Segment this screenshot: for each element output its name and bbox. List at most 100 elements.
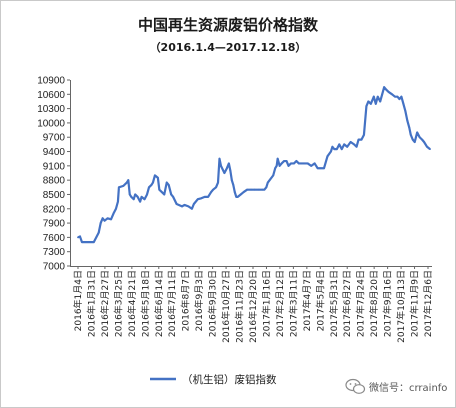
data-point	[333, 148, 336, 151]
data-point	[170, 193, 173, 196]
x-tick-label: 2017年4月7日	[301, 270, 313, 331]
x-tick-label: 2017年5月31日	[328, 270, 340, 337]
data-point	[196, 198, 199, 201]
data-point	[283, 160, 285, 162]
data-point	[163, 193, 166, 196]
data-point	[210, 191, 213, 193]
data-point	[316, 167, 319, 170]
data-point	[122, 184, 125, 187]
x-tick-label: 2017年1月16日	[260, 270, 272, 337]
data-point	[103, 219, 106, 222]
y-axis-ticks: 7000 7300 7600 7900 8200 8500 8800 9100 9400 9700…	[37, 76, 70, 273]
data-point	[278, 164, 281, 167]
data-point	[263, 188, 266, 191]
x-tick-label: 2017年12月6日	[422, 270, 434, 337]
y-tick-label: 10900	[37, 76, 65, 87]
data-point	[136, 195, 139, 198]
data-point	[404, 110, 407, 112]
data-point	[200, 197, 203, 200]
data-point	[220, 164, 222, 167]
data-point	[132, 198, 135, 201]
series-layer	[77, 86, 431, 244]
data-point	[400, 95, 403, 98]
data-point	[154, 174, 156, 177]
y-tick-label: 10000	[37, 118, 65, 129]
data-point	[148, 186, 150, 189]
y-tick-label: 9400	[43, 147, 66, 158]
data-point	[217, 181, 219, 184]
x-tick-label: 2016年9月3日	[193, 270, 205, 331]
data-point	[275, 164, 278, 167]
x-tick-label: 2017年6月27日	[341, 270, 353, 337]
y-tick-label: 10600	[37, 90, 65, 101]
data-point	[365, 105, 368, 108]
x-tick-label: 2017年7月24日	[355, 270, 367, 337]
data-point	[203, 195, 206, 198]
data-point	[101, 217, 104, 220]
data-point	[261, 188, 264, 191]
wechat-icon	[345, 378, 366, 394]
data-point	[106, 217, 109, 220]
x-tick-label: 2017年9月16日	[382, 270, 394, 337]
data-point	[190, 207, 193, 210]
y-tick-label: 8800	[43, 176, 66, 187]
data-point	[391, 93, 393, 96]
data-point	[295, 160, 298, 162]
x-tick-label: 2017年8月20日	[368, 270, 380, 337]
data-point	[306, 162, 309, 165]
legend-label: （机生铝）废铝指数	[182, 373, 277, 386]
data-point	[349, 141, 352, 143]
x-tick-label: 2016年7月11日	[166, 270, 178, 337]
x-tick-label: 2017年3月11日	[287, 270, 299, 337]
data-point	[402, 102, 405, 105]
data-point	[230, 179, 233, 182]
data-point	[235, 195, 238, 198]
data-point	[265, 186, 268, 189]
data-point	[394, 95, 396, 98]
data-point	[146, 193, 148, 196]
data-point	[207, 195, 210, 198]
data-point	[127, 179, 130, 182]
data-point	[167, 184, 170, 186]
data-point	[285, 160, 288, 162]
data-point	[416, 131, 419, 134]
x-tick-label: 2016年10月27日	[220, 270, 232, 343]
data-point	[212, 188, 214, 191]
data-point	[353, 143, 355, 146]
y-tick-label: 9700	[43, 133, 66, 144]
legend: （机生铝）废铝指数	[150, 373, 277, 386]
data-point	[183, 204, 186, 206]
data-point	[99, 222, 102, 224]
data-point	[97, 231, 100, 234]
data-point	[218, 157, 221, 160]
data-point	[346, 145, 349, 148]
data-point	[303, 162, 306, 165]
data-point	[258, 188, 260, 191]
data-point	[381, 93, 384, 96]
x-tick-label: 2016年6月14日	[153, 270, 165, 337]
data-point	[301, 162, 304, 165]
data-point	[331, 145, 334, 148]
y-tick-label: 9100	[43, 161, 66, 172]
data-point	[383, 86, 386, 89]
data-point	[233, 191, 236, 193]
x-tick-label: 2017年2月12日	[274, 270, 286, 337]
data-point	[409, 133, 412, 136]
data-point	[117, 200, 119, 203]
x-tick-label: 2016年5月18日	[139, 270, 151, 337]
data-point	[134, 193, 137, 196]
data-point	[175, 203, 178, 205]
data-point	[128, 193, 131, 196]
data-point	[158, 188, 161, 191]
data-point	[426, 145, 428, 148]
data-point	[181, 205, 183, 208]
y-tick-label: 8200	[43, 204, 66, 215]
x-tick-label: 2016年2月27日	[99, 270, 111, 337]
x-tick-label: 2016年11月23日	[234, 270, 246, 343]
data-point	[242, 191, 245, 193]
data-point	[423, 141, 425, 143]
data-point	[376, 95, 379, 98]
